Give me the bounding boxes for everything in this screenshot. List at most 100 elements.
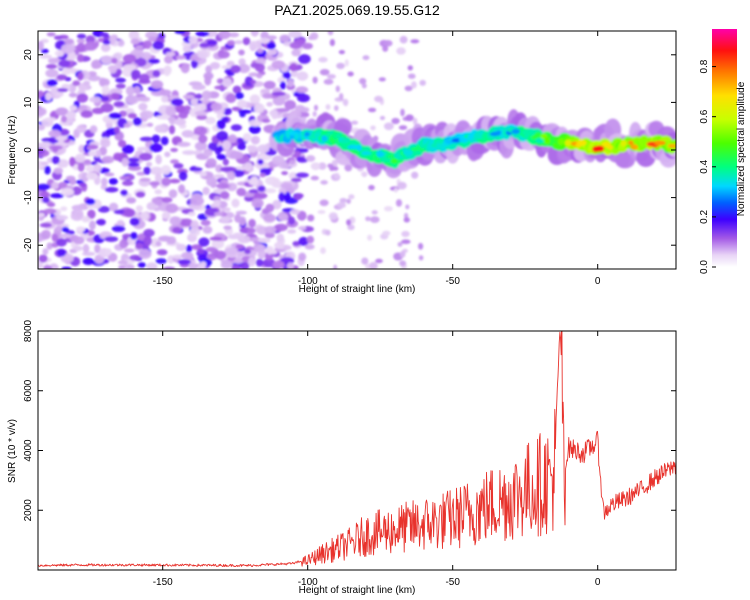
heatmap-cell [69, 105, 78, 111]
heatmap-cell [46, 79, 58, 87]
heatmap-cell [336, 62, 345, 70]
heatmap-cell [231, 198, 240, 208]
heatmap-cell [122, 144, 135, 154]
heatmap-cell [130, 232, 138, 240]
heatmap-cell [251, 135, 260, 145]
heatmap-cell [58, 59, 71, 68]
heatmap-cell [114, 126, 120, 134]
heatmap-cell [511, 128, 521, 135]
heatmap-cell [101, 85, 110, 95]
heatmap-cell [300, 107, 310, 113]
heatmap-cell [390, 158, 398, 164]
heatmap-cell [176, 243, 187, 251]
heatmap-cell [119, 175, 130, 181]
heatmap-cell [263, 80, 276, 90]
heatmap-cell [48, 129, 62, 138]
heatmap-cell [224, 247, 238, 256]
heatmap-cell [164, 55, 173, 64]
heatmap-cell [146, 122, 154, 127]
heatmap-cell [225, 93, 237, 104]
heatmap-cell [190, 196, 205, 206]
heatmap-cell [78, 182, 87, 188]
heatmap-cell [146, 202, 157, 211]
heatmap-cell [156, 115, 170, 120]
heatmap-cell [115, 83, 126, 89]
heatmap-cell [156, 249, 168, 256]
heatmap-cell [78, 144, 86, 153]
heatmap-cell [233, 232, 245, 237]
heatmap-cell [397, 242, 403, 247]
heatmap-cell [288, 31, 302, 38]
heatmap-cell [231, 264, 241, 269]
heatmap-cell [247, 145, 258, 153]
heatmap-cell [170, 147, 179, 153]
heatmap-cell [127, 162, 140, 168]
heatmap-cell [46, 242, 53, 250]
heatmap-cell [102, 40, 111, 45]
heatmap-cell [291, 49, 301, 57]
heatmap-cell [56, 248, 67, 257]
spectrogram-xtick-label: -150 [153, 276, 173, 287]
heatmap-cell [100, 96, 110, 102]
heatmap-cell [295, 172, 309, 178]
heatmap-cell [284, 100, 297, 110]
heatmap-cell [365, 216, 371, 222]
heatmap-cell [161, 94, 169, 103]
heatmap-cell [274, 223, 288, 232]
heatmap-cell [135, 191, 146, 198]
heatmap-cell [116, 219, 125, 227]
heatmap-cell [41, 229, 51, 240]
heatmap-cell [255, 258, 264, 267]
heatmap-cell [274, 241, 285, 249]
heatmap-cell [213, 199, 221, 207]
heatmap-cell [262, 93, 273, 99]
heatmap-cell [240, 261, 250, 269]
heatmap-cell [140, 51, 152, 60]
heatmap-cell [312, 76, 318, 84]
heatmap-cell [162, 266, 176, 269]
heatmap-cell [172, 227, 182, 234]
heatmap-cell [89, 125, 98, 134]
heatmap-cell [205, 65, 213, 74]
heatmap-cell [108, 35, 116, 46]
heatmap-cell [76, 53, 84, 63]
heatmap-cell [60, 206, 68, 212]
heatmap-cell [188, 35, 198, 45]
heatmap-cell [155, 258, 167, 264]
heatmap-cell [221, 207, 231, 212]
heatmap-cell [248, 218, 256, 228]
heatmap-cell [404, 85, 413, 92]
heatmap-cell [170, 98, 184, 106]
heatmap-cell [108, 65, 118, 74]
heatmap-cell [310, 175, 319, 181]
heatmap-cell [331, 159, 338, 167]
heatmap-cell [248, 256, 256, 267]
heatmap-cell [248, 189, 259, 194]
heatmap-cell [382, 45, 389, 52]
heatmap-cell [281, 171, 288, 176]
heatmap-cell [44, 165, 51, 175]
heatmap-cell [38, 107, 47, 117]
heatmap-cell [419, 79, 427, 86]
heatmap-cell [317, 210, 326, 214]
heatmap-cell [55, 225, 63, 231]
heatmap-cell [266, 101, 273, 107]
heatmap-cell [615, 152, 635, 169]
heatmap-cell [361, 83, 367, 89]
heatmap-cell [99, 78, 110, 87]
heatmap-cell [148, 36, 157, 42]
heatmap-cell [276, 108, 290, 113]
heatmap-cell [204, 75, 212, 86]
heatmap-cell [348, 194, 355, 200]
heatmap-cell [126, 197, 137, 204]
heatmap-cell [222, 77, 232, 88]
heatmap-cell [193, 126, 208, 136]
heatmap-cell [359, 78, 367, 85]
heatmap-cell [318, 162, 327, 170]
heatmap-cell [379, 156, 388, 163]
heatmap-cell [73, 209, 84, 218]
heatmap-cell [407, 65, 413, 71]
heatmap-cell [154, 199, 163, 206]
heatmap-cell [65, 175, 76, 182]
